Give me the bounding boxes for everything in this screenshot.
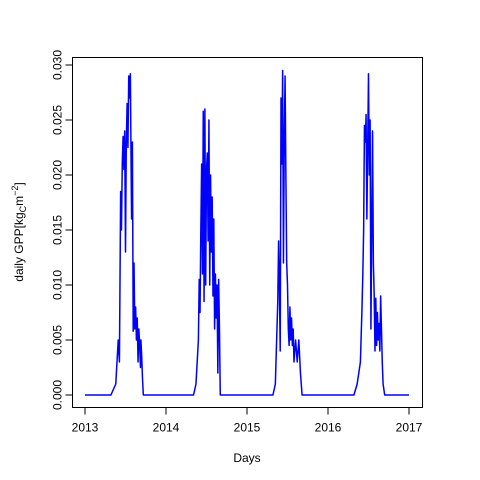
x-tick-label: 2015 <box>234 421 261 435</box>
y-axis-label-superscript: −2 <box>10 186 20 196</box>
y-axis-label-main: daily GPP[kg <box>12 212 26 281</box>
x-tick-label: 2013 <box>72 421 99 435</box>
y-axis-label: daily GPP[kgCm−2] <box>10 182 28 281</box>
y-axis: 0.000 0.005 0.010 0.015 0.020 0.025 0.030 <box>51 50 73 410</box>
y-tick-label: 0.015 <box>51 215 65 245</box>
y-axis-label-subscript: C <box>18 205 28 212</box>
x-tick-label: 2014 <box>153 421 180 435</box>
y-tick-label: 0.010 <box>51 270 65 300</box>
y-tick-label: 0.030 <box>51 50 65 80</box>
y-tick-label: 0.025 <box>51 105 65 135</box>
x-axis: 2013 2014 2015 2016 2017 <box>72 407 423 435</box>
y-axis-label-close: ] <box>12 182 26 185</box>
y-tick-label: 0.005 <box>51 325 65 355</box>
y-tick-label: 0.020 <box>51 160 65 190</box>
gpp-series-line <box>85 69 409 396</box>
y-axis-label-unit: m <box>12 196 26 206</box>
x-axis-label: Days <box>233 451 260 465</box>
y-tick-label: 0.000 <box>51 380 65 410</box>
x-tick-label: 2016 <box>315 421 342 435</box>
x-tick-label: 2017 <box>396 421 423 435</box>
